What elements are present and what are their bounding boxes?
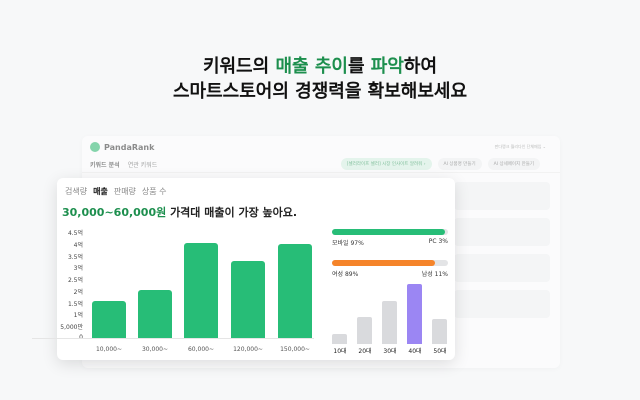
headline: 키워드의 매출 추이를 파악하여 스마트스토어의 경쟁력을 확보해보세요 [0,54,640,104]
placeholder-card [454,218,550,246]
headline-highlight: 파악 [370,56,404,77]
tab-product-count[interactable]: 상품 수 [141,187,167,196]
revenue-bar [278,243,312,338]
gender-ratio-label-left: 여성 89% [332,271,359,278]
ai-product-name-button[interactable]: AI 상품명 만들기 [437,158,482,170]
market-insight-button[interactable]: [셀러라이프 셀러] 시장 인사이트 알려줘 › [340,158,432,170]
device-ratio-fill [332,229,445,235]
ai-detail-page-button[interactable]: AI 상세페이지 만들기 [487,158,540,170]
y-tick-label: 1.5억 [67,300,83,308]
gender-ratio-fill [332,260,436,266]
age-label: 50대 [433,348,447,355]
y-tick-label: 4억 [73,241,83,249]
y-tick-label: 2억 [73,288,83,296]
device-ratio-label-left: 모바일 97% [332,240,364,247]
app-tabs: 키워드 분석 연관 키워드 [90,160,157,169]
placeholder-card [454,254,550,282]
y-tick-label: 1억 [73,312,83,320]
age-bar [357,316,372,344]
price-range: 30,000~60,000원 [62,206,167,219]
placeholder-card [454,182,550,210]
age-bar [407,284,422,344]
headline-line-1: 키워드의 매출 추이를 파악하여 [0,54,640,79]
y-tick-label: 3.5억 [67,253,83,261]
age-bar [332,334,347,344]
x-tick-label: 150,000~ [280,346,310,353]
revenue-bar [92,301,126,338]
y-tick-label: 0 [55,334,83,341]
age-label: 40대 [408,348,422,355]
card-title: 30,000~60,000원 가격대 매출이 가장 높아요. [62,204,297,220]
tab-related-keywords[interactable]: 연관 키워드 [127,162,158,169]
x-tick-label: 10,000~ [95,346,123,353]
age-label: 30대 [383,348,397,355]
x-axis-line [32,338,314,339]
headline-text: 키워드의 [202,56,276,77]
tab-search-volume[interactable]: 검색량 [65,187,88,196]
age-label: 20대 [358,348,372,355]
headline-highlight: 매출 추이 [275,56,348,77]
y-tick-label: 5,000만 [60,324,83,332]
y-tick-label: 3억 [73,265,83,273]
headline-text: 를 [347,56,371,77]
age-bar [382,300,397,344]
gender-ratio-label-right: 남성 11% [421,271,448,278]
y-tick-label: 4.5억 [67,230,83,237]
headline-text: 하여 [403,56,438,77]
x-tick-label: 60,000~ [187,346,215,353]
headline-line-2: 스마트스토어의 경쟁력을 확보해보세요 [172,81,468,102]
x-tick-label: 30,000~ [141,346,169,353]
tab-sales[interactable]: 매출 [93,187,108,196]
age-bar [432,319,447,344]
title-text: 가격대 매출이 가장 높아요. [166,206,298,219]
revenue-bar [184,242,218,338]
app-action-buttons: [셀러라이프 셀러] 시장 인사이트 알려줘 › AI 상품명 만들기 AI 상… [340,158,540,170]
divider [82,172,560,173]
tab-keyword-analysis[interactable]: 키워드 분석 [90,162,120,169]
y-tick-label: 2.5억 [67,277,83,285]
device-ratio-label-right: PC 3% [428,238,448,245]
app-logo: PandaRank [90,142,154,152]
metric-tabs: 검색량 매출 판매량 상품 수 [65,186,167,197]
placeholder-card [454,290,550,318]
panda-logo-icon [90,142,100,152]
account-menu[interactable]: 판다랭크 월리다인 단체매입 ⌄ [494,144,546,149]
revenue-bar [138,289,172,338]
tab-sales-volume[interactable]: 판매량 [113,187,136,196]
x-tick-label: 120,000~ [233,346,263,353]
revenue-bar [231,261,265,338]
age-label: 10대 [333,348,347,355]
app-logo-text: PandaRank [104,142,155,152]
